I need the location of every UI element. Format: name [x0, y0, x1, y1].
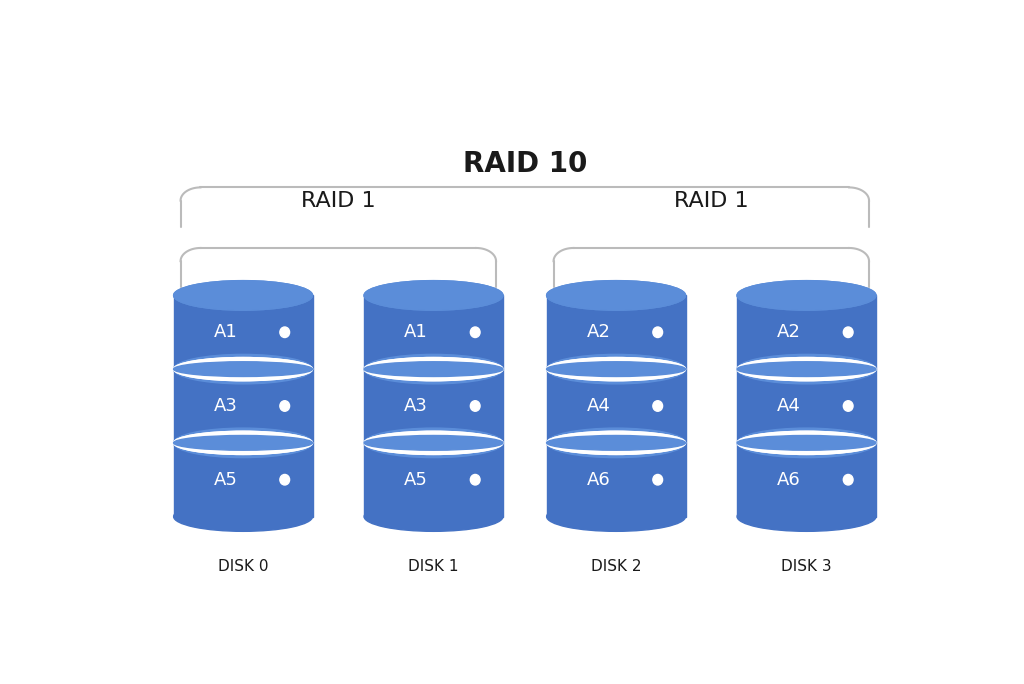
- Ellipse shape: [547, 428, 685, 458]
- Ellipse shape: [365, 358, 503, 381]
- Ellipse shape: [174, 436, 312, 450]
- Bar: [365, 369, 503, 443]
- Bar: [737, 369, 876, 443]
- Text: DISK 1: DISK 1: [409, 559, 459, 574]
- Ellipse shape: [174, 362, 312, 376]
- Text: A2: A2: [777, 324, 801, 341]
- Bar: [547, 295, 685, 369]
- Ellipse shape: [547, 358, 685, 381]
- Text: A5: A5: [214, 471, 238, 489]
- Bar: [174, 295, 312, 369]
- Bar: [365, 443, 503, 516]
- Ellipse shape: [365, 428, 503, 458]
- Bar: [737, 295, 876, 369]
- Ellipse shape: [365, 502, 503, 531]
- Bar: [174, 369, 312, 443]
- Ellipse shape: [737, 432, 876, 454]
- Ellipse shape: [174, 280, 312, 310]
- Ellipse shape: [174, 354, 312, 384]
- Ellipse shape: [737, 358, 876, 381]
- Ellipse shape: [547, 280, 685, 310]
- Ellipse shape: [547, 358, 685, 381]
- Ellipse shape: [280, 401, 290, 411]
- Ellipse shape: [365, 280, 503, 310]
- Ellipse shape: [653, 401, 663, 411]
- Ellipse shape: [653, 327, 663, 337]
- Text: A5: A5: [404, 471, 428, 489]
- Bar: [737, 443, 876, 516]
- Ellipse shape: [365, 432, 503, 454]
- Text: A4: A4: [587, 397, 610, 415]
- Ellipse shape: [653, 475, 663, 485]
- Bar: [174, 443, 312, 516]
- Ellipse shape: [844, 401, 853, 411]
- Text: A6: A6: [587, 471, 610, 489]
- Text: A2: A2: [587, 324, 610, 341]
- Ellipse shape: [365, 362, 503, 376]
- Text: RAID 1: RAID 1: [301, 191, 376, 211]
- Text: A1: A1: [404, 324, 428, 341]
- Bar: [547, 443, 685, 516]
- Ellipse shape: [174, 432, 312, 454]
- Ellipse shape: [547, 354, 685, 384]
- Ellipse shape: [470, 327, 480, 337]
- Ellipse shape: [280, 475, 290, 485]
- Text: A6: A6: [777, 471, 801, 489]
- Text: RAID 10: RAID 10: [463, 150, 587, 178]
- Ellipse shape: [844, 327, 853, 337]
- Ellipse shape: [547, 436, 685, 450]
- Ellipse shape: [365, 432, 503, 454]
- Ellipse shape: [365, 436, 503, 450]
- Ellipse shape: [365, 358, 503, 381]
- Ellipse shape: [737, 280, 876, 310]
- Ellipse shape: [470, 401, 480, 411]
- Text: DISK 0: DISK 0: [218, 559, 268, 574]
- Text: A3: A3: [404, 397, 428, 415]
- Ellipse shape: [737, 428, 876, 458]
- Ellipse shape: [174, 358, 312, 381]
- Ellipse shape: [737, 280, 876, 310]
- Ellipse shape: [174, 432, 312, 454]
- Bar: [365, 295, 503, 369]
- Ellipse shape: [174, 502, 312, 531]
- Ellipse shape: [547, 280, 685, 310]
- Text: A3: A3: [214, 397, 238, 415]
- Text: A1: A1: [214, 324, 238, 341]
- Ellipse shape: [547, 362, 685, 376]
- Ellipse shape: [737, 354, 876, 384]
- Ellipse shape: [844, 475, 853, 485]
- Bar: [547, 369, 685, 443]
- Ellipse shape: [280, 327, 290, 337]
- Text: DISK 2: DISK 2: [591, 559, 641, 574]
- Text: RAID 1: RAID 1: [674, 191, 749, 211]
- Ellipse shape: [547, 432, 685, 454]
- Ellipse shape: [737, 432, 876, 454]
- Ellipse shape: [737, 362, 876, 376]
- Ellipse shape: [174, 358, 312, 381]
- Ellipse shape: [737, 436, 876, 450]
- Ellipse shape: [737, 358, 876, 381]
- Ellipse shape: [547, 502, 685, 531]
- Ellipse shape: [365, 280, 503, 310]
- Ellipse shape: [174, 280, 312, 310]
- Ellipse shape: [365, 354, 503, 384]
- Text: DISK 3: DISK 3: [781, 559, 831, 574]
- Text: A4: A4: [777, 397, 801, 415]
- Ellipse shape: [547, 432, 685, 454]
- Ellipse shape: [174, 428, 312, 458]
- Ellipse shape: [470, 475, 480, 485]
- Ellipse shape: [737, 502, 876, 531]
